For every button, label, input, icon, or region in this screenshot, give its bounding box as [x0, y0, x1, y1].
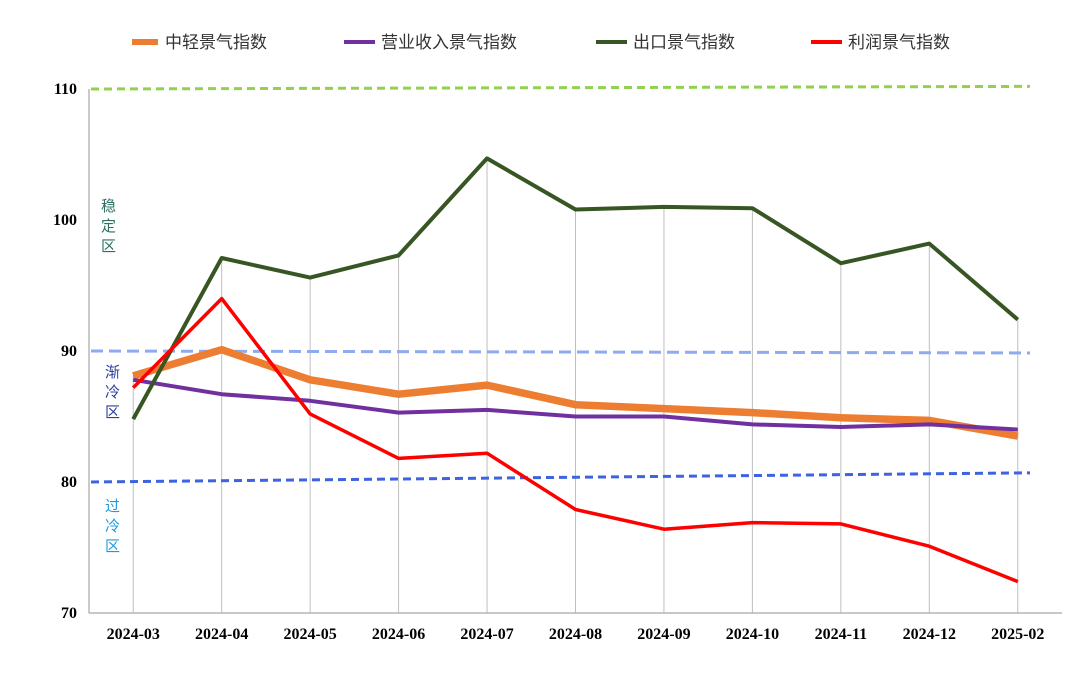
series-lines: [131, 156, 1020, 584]
reference-lines: [90, 84, 1031, 484]
x-tick-label: 2025-02: [991, 626, 1044, 643]
y-tick-label: 100: [53, 212, 77, 229]
y-tick-labels: 110 100 90 80 70: [53, 81, 77, 622]
series-line-2: [131, 156, 1020, 421]
drop-lines: [132, 158, 1019, 613]
reference-line: [90, 471, 1031, 484]
series-line-1: [132, 377, 1018, 432]
x-tick-label: 2024-08: [549, 626, 602, 643]
x-tick-label: 2024-05: [283, 626, 336, 643]
x-tick-labels: 2024-03 2024-04 2024-05 2024-06 2024-07 2024-…: [107, 626, 1045, 643]
zone-label-cooling: 渐冷区: [103, 364, 121, 424]
legend: 中轻景气指数 营业收入景气指数 出口景气指数 利润景气指数: [132, 33, 950, 53]
y-tick-label: 90: [61, 343, 77, 360]
zone-label-overcooled: 过冷区: [103, 498, 121, 558]
x-tick-label: 2024-07: [460, 626, 513, 643]
legend-label: 中轻景气指数: [165, 33, 267, 53]
x-tick-label: 2024-03: [107, 626, 160, 643]
y-tick-label: 80: [61, 474, 77, 491]
legend-item: 中轻景气指数: [132, 33, 267, 53]
legend-label: 利润景气指数: [848, 33, 950, 53]
axes: [88, 89, 1062, 614]
reference-line: [90, 84, 1031, 91]
x-tick-label: 2024-12: [903, 626, 956, 643]
x-tick-label: 2024-10: [726, 626, 779, 643]
legend-label: 营业收入景气指数: [381, 33, 517, 53]
legend-item: 出口景气指数: [596, 33, 735, 53]
series-line-3: [131, 296, 1019, 584]
zone-label-stable: 稳定区: [99, 198, 117, 258]
y-tick-label: 110: [54, 81, 77, 98]
y-tick-label: 70: [61, 605, 77, 622]
reference-line: [90, 349, 1031, 355]
x-tick-label: 2024-09: [637, 626, 690, 643]
x-tick-label: 2024-04: [195, 626, 248, 643]
legend-item: 利润景气指数: [811, 33, 950, 53]
x-tick-label: 2024-06: [372, 626, 425, 643]
x-tick-label: 2024-11: [815, 626, 867, 643]
series-line-0: [132, 345, 1019, 440]
legend-label: 出口景气指数: [633, 33, 735, 53]
legend-item: 营业收入景气指数: [344, 33, 517, 53]
